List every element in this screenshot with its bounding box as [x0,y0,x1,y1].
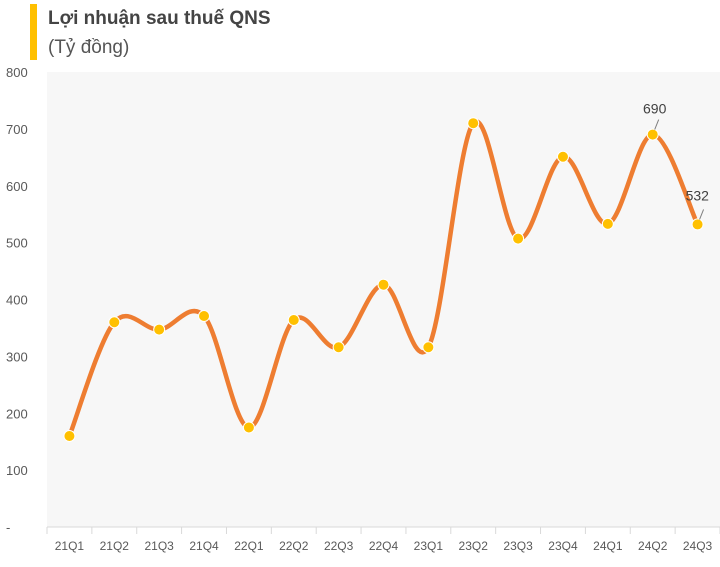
x-tick-label: 23Q2 [459,539,489,553]
data-point [108,316,121,329]
x-tick-label: 21Q1 [55,539,85,553]
data-point [512,232,525,245]
x-tick-label: 23Q4 [548,539,578,553]
x-tick-label: 24Q2 [638,539,668,553]
series-line [67,119,700,439]
data-point [63,430,76,442]
plot-background [47,72,720,527]
data-label-leader [654,119,660,130]
x-tick-label: 24Q1 [593,539,623,553]
data-label: 690 [643,101,667,117]
data-point [377,278,390,291]
data-point [198,309,211,322]
data-point [332,341,345,354]
data-point [691,218,704,231]
data-label: 532 [686,187,710,203]
x-tick-label: 23Q1 [414,539,444,553]
x-tick-label: 24Q3 [683,539,713,553]
y-tick-label: 800 [6,65,28,80]
x-tick-label: 23Q3 [503,539,533,553]
y-tick-label: - [6,520,10,535]
x-tick-label: 21Q4 [189,539,219,553]
x-tick-label: 21Q3 [144,539,174,553]
data-point [556,150,569,163]
chart-subtitle: (Tỷ đồng) [48,37,130,58]
data-point [646,128,659,141]
chart-title: Lợi nhuận sau thuế QNS [48,8,271,29]
data-point [153,323,166,336]
y-tick-label: 600 [6,179,28,194]
y-tick-label: 500 [6,236,28,251]
x-tick-label: 22Q3 [324,539,354,553]
x-tick-label: 22Q2 [279,539,309,553]
title-accent-bar [30,4,37,60]
x-tick-label: 22Q1 [234,539,264,553]
x-tick-label: 22Q4 [369,539,399,553]
data-point [422,341,435,354]
data-point [467,117,480,130]
y-tick-label: 100 [6,463,28,478]
y-tick-label: 700 [6,122,28,137]
data-label-leader [699,209,705,220]
data-point [287,313,300,326]
x-tick-label: 21Q2 [100,539,130,553]
data-point [242,421,255,434]
y-tick-label: 200 [6,406,28,421]
y-tick-label: 300 [6,349,28,364]
y-tick-label: 400 [6,293,28,308]
data-point [601,217,614,230]
